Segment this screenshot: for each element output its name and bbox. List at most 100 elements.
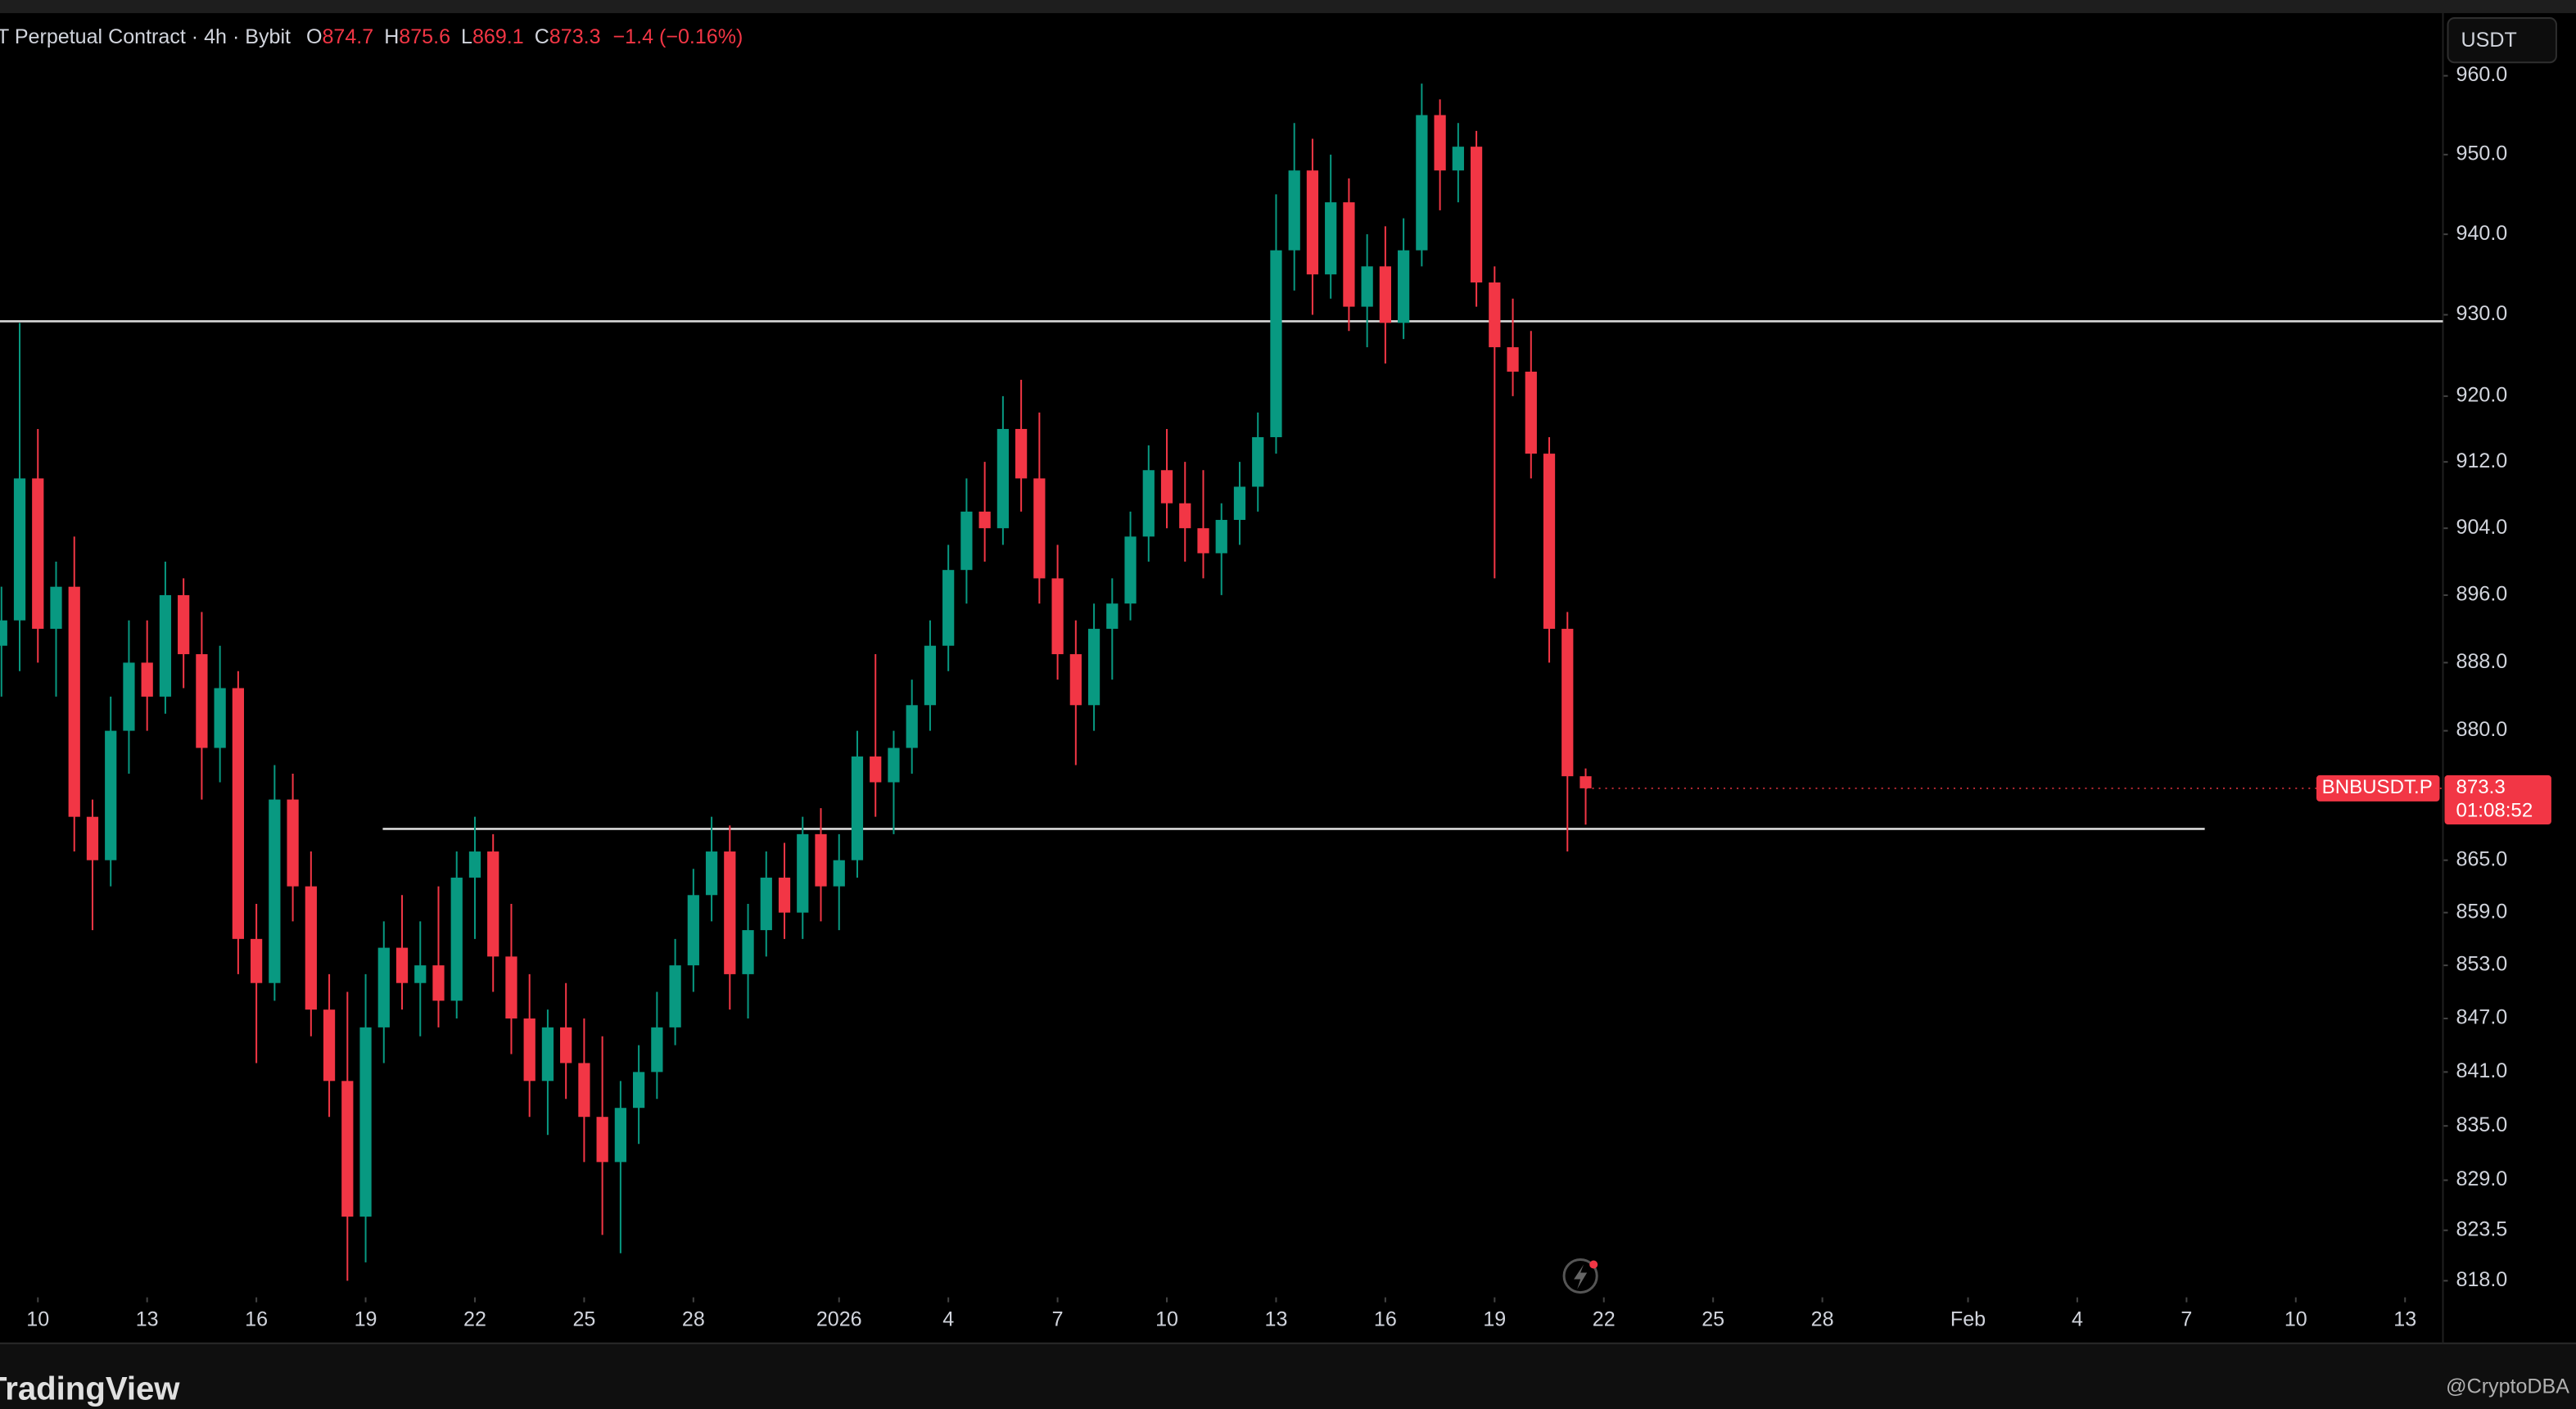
candle-body [778, 877, 791, 913]
candle-body [1051, 578, 1064, 655]
x-tick-label: 7 [2181, 1307, 2192, 1330]
candle-body [232, 688, 244, 939]
candle-body [669, 965, 681, 1027]
candle-body [1197, 528, 1209, 553]
candle-body [105, 730, 117, 860]
o-label: O [306, 25, 323, 48]
candle-body [1452, 147, 1464, 171]
candle-body [1361, 266, 1373, 307]
alert-bolt[interactable] [1574, 1264, 1588, 1289]
x-tick-label: 25 [1702, 1307, 1724, 1330]
y-tick-label: 896.0 [2456, 583, 2508, 606]
y-tick-label: 823.5 [2456, 1217, 2508, 1240]
candle-body [178, 594, 190, 655]
y-tick-label: 912.0 [2456, 449, 2508, 472]
candle-body [906, 705, 918, 748]
candle-body [196, 654, 208, 748]
y-tick-label: 920.0 [2456, 384, 2508, 407]
candle-body [523, 1018, 536, 1082]
candle-body [1124, 536, 1137, 604]
c-label: C [535, 25, 549, 48]
candle-body [0, 620, 7, 646]
candle-body [870, 756, 882, 783]
close-value: 873.3 [549, 25, 601, 48]
candle-body [1579, 776, 1592, 788]
candle-body [1343, 202, 1355, 307]
legend-header: T Perpetual Contract · 4h · Bybit O874.7… [0, 25, 743, 48]
candle-body [1507, 347, 1519, 372]
candle-body [705, 851, 718, 896]
candle-body [997, 428, 1009, 529]
candle-body [395, 947, 409, 983]
candle-body [614, 1108, 626, 1163]
price-tag [2444, 774, 2551, 824]
candle-body [1015, 428, 1028, 479]
candle-body [724, 851, 736, 974]
candle-body [1252, 436, 1264, 487]
x-tick-label: 10 [26, 1307, 49, 1330]
x-tick-label: 7 [1052, 1307, 1064, 1330]
candle-body [1306, 170, 1319, 275]
candle-body [1087, 629, 1100, 706]
candle-body [978, 511, 991, 529]
candle-body [687, 895, 699, 966]
candle-body [1288, 170, 1300, 251]
y-tick-label: 880.0 [2456, 718, 2508, 741]
candle-body [13, 478, 26, 621]
open-value: 874.7 [322, 25, 373, 48]
y-tick-label: 847.0 [2456, 1006, 2508, 1029]
candle-body [250, 938, 263, 983]
candle-body [468, 851, 481, 878]
candle-body [1033, 478, 1046, 579]
x-tick-label: 19 [355, 1307, 377, 1330]
candle-body [450, 877, 463, 1001]
candle-body [1215, 520, 1227, 553]
candle-body [1525, 371, 1537, 454]
x-tick-label: 25 [572, 1307, 595, 1330]
candle-body [942, 570, 955, 646]
candle-body [815, 833, 827, 887]
price-tag-label: 873.3 [2456, 776, 2506, 798]
h-label: H [384, 25, 399, 48]
currency-button[interactable] [2447, 17, 2557, 64]
alert-dot[interactable] [1589, 1260, 1598, 1269]
y-tick-label: 904.0 [2456, 516, 2508, 539]
brand: TradingView [0, 1371, 180, 1407]
candle-body [1106, 603, 1119, 630]
candle-body [1561, 629, 1574, 777]
candle-body [633, 1072, 645, 1109]
x-tick-label: 13 [1265, 1307, 1288, 1330]
candle-body [487, 851, 499, 957]
candle-body [651, 1027, 663, 1073]
alert-circle[interactable] [1562, 1258, 1598, 1294]
candle-body [560, 1027, 572, 1064]
y-tick-label: 841.0 [2456, 1059, 2508, 1082]
x-tick-label: 22 [463, 1307, 486, 1330]
x-tick-label: 10 [1155, 1307, 1178, 1330]
y-tick-label: 865.0 [2456, 847, 2508, 870]
candle-body [287, 799, 299, 887]
candle-body [578, 1063, 590, 1118]
candle-body [414, 965, 427, 983]
x-tick-label: 19 [1483, 1307, 1506, 1330]
x-tick-label: Feb [1950, 1307, 1986, 1330]
alert-icon[interactable] [1562, 1258, 1598, 1294]
currency-label[interactable]: USDT [2461, 29, 2517, 52]
y-tick-label: 835.0 [2456, 1113, 2508, 1136]
candle-body [1434, 115, 1446, 171]
x-tick-label: 22 [1593, 1307, 1616, 1330]
x-tick-label: 13 [136, 1307, 159, 1330]
candle-body [1233, 486, 1246, 521]
y-tick-label: 960.0 [2456, 63, 2508, 86]
candle-body [1069, 654, 1082, 706]
y-tick-label: 829.0 [2456, 1167, 2508, 1190]
y-tick-label: 853.0 [2456, 953, 2508, 976]
symbol-tag [2316, 774, 2440, 802]
candle-body [50, 586, 62, 630]
candle-body [851, 756, 864, 860]
candle-body [1379, 266, 1392, 323]
candle-body [1160, 470, 1173, 504]
high-value: 875.6 [399, 25, 450, 48]
